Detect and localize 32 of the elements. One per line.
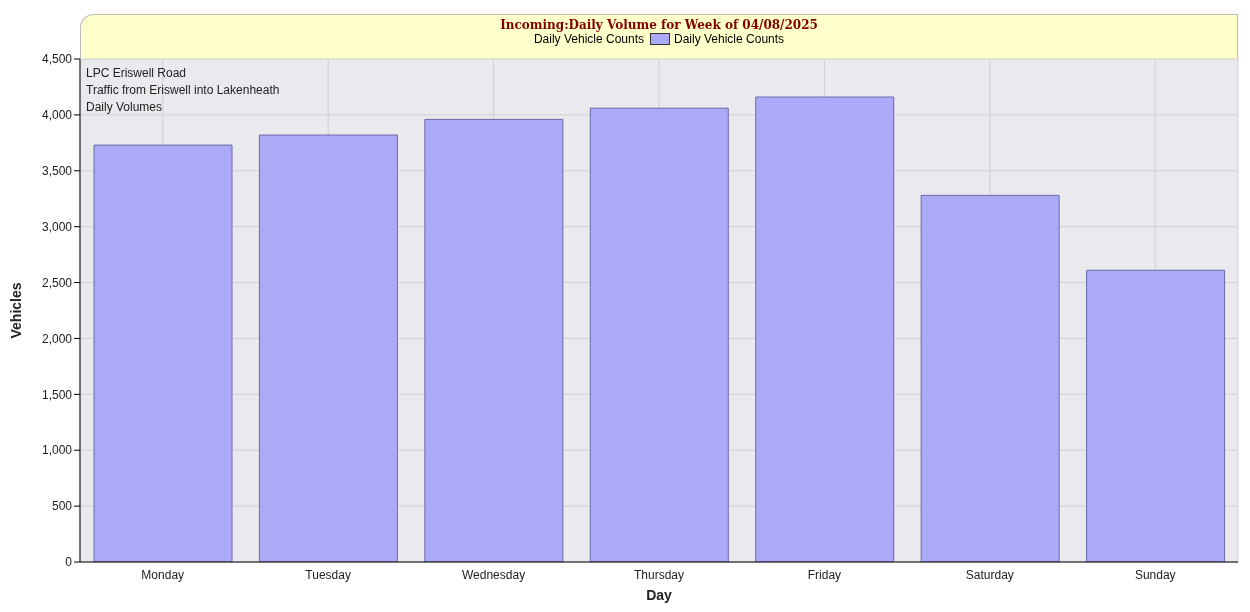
x-axis-title: Day (646, 587, 673, 603)
y-tick-label: 1,000 (41, 443, 73, 458)
legend-title: Daily Vehicle Counts (533, 32, 644, 46)
x-tick-label: Wednesday (461, 567, 526, 582)
y-tick-label: 2,000 (41, 331, 73, 346)
text: Daily Vehicle Counts (674, 32, 785, 46)
x-tick-label: Monday (141, 567, 185, 582)
y-tick-label: 3,500 (41, 164, 73, 179)
annotation: Traffic from Eriswell into Lakenheath (86, 82, 280, 99)
chart-title: Incoming:Daily Volume for Week of 04/08/2025 (499, 18, 819, 32)
y-tick-label: 2,500 (41, 275, 73, 290)
x-tick-label: Saturday (965, 567, 1014, 582)
bar (424, 118, 564, 562)
bar (93, 144, 233, 562)
annotation: Daily Volumes (86, 99, 164, 116)
y-tick-label: 3,000 (41, 219, 73, 234)
x-tick-label: Tuesday (305, 567, 351, 582)
bar (258, 134, 398, 562)
y-tick-label: 4,000 (41, 108, 73, 123)
bar (1086, 269, 1226, 562)
y-tick-label: 500 (51, 499, 73, 514)
x-tick-label: Friday (807, 567, 842, 582)
bar (755, 96, 895, 562)
y-tick-label: 4,500 (41, 52, 73, 67)
y-axis-title: Vehicles (7, 282, 24, 339)
bar (589, 107, 729, 562)
y-tick-label: 1,500 (41, 387, 73, 402)
y-tick-label: 0 (65, 555, 73, 570)
x-tick-label: Thursday (633, 567, 685, 582)
bar (920, 194, 1060, 562)
x-tick-label: Sunday (1134, 567, 1176, 582)
annotation: LPC Eriswell Road (86, 65, 188, 82)
